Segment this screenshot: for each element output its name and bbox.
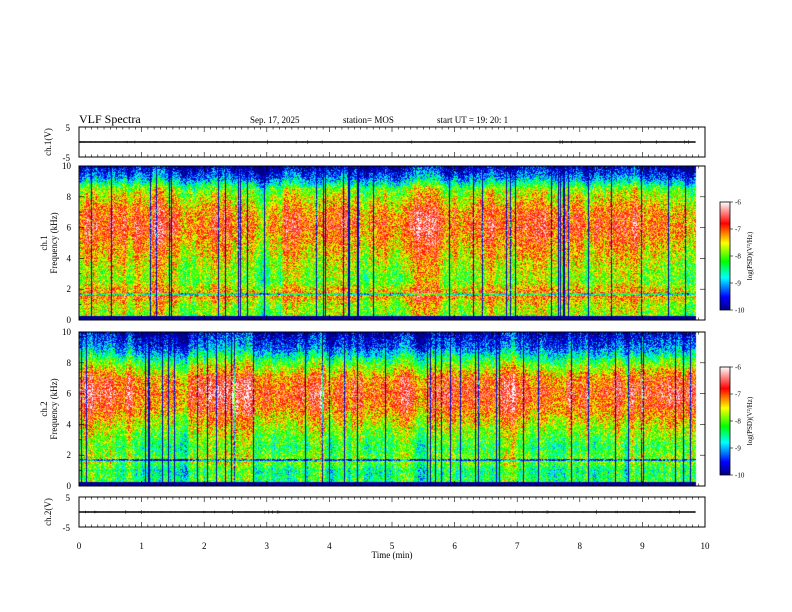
- waveform-panel-ch2: 5 -5 ch.2(V): [43, 493, 706, 533]
- x-axis-tick-label: 3: [265, 541, 270, 551]
- x-axis-label: Time (min): [372, 550, 413, 560]
- colorbar-ch2-gradient: [719, 366, 731, 476]
- spectrogram-ch1-image: [79, 166, 705, 320]
- colorbar-ch1-gradient: [719, 201, 731, 311]
- spectrogram-ch1-ytick-label: 4: [67, 253, 72, 263]
- station-label: station= MOS: [343, 115, 394, 125]
- colorbar-ch1-tick-label: -10: [735, 307, 745, 315]
- x-axis-tick-label: 5: [390, 541, 395, 551]
- x-axis-tick-label: 2: [202, 541, 207, 551]
- waveform-ch1-ylabel: ch.1(V): [43, 128, 53, 156]
- colorbar-ch2-tick-label: -9: [735, 445, 741, 453]
- date-label: Sep. 17, 2025: [250, 115, 300, 125]
- x-axis-tick-label: 7: [515, 541, 520, 551]
- start-time-label: start UT = 19: 20: 1: [437, 115, 508, 125]
- colorbar-ch1-label: log(PSD)(V²/Hz): [746, 231, 754, 280]
- colorbar-ch1-tick-label: -7: [735, 226, 741, 234]
- waveform-ch2-ytick-bottom: -5: [63, 523, 71, 533]
- spectrogram-ch2-image: [79, 332, 705, 486]
- spectrogram-panel-ch2: 0 2 4 6 8 10 ch.2 Frequency (kHz): [39, 327, 706, 491]
- waveform-ch2-trace: [78, 509, 696, 515]
- waveform-panel-ch1: 5 -5 ch.1(V): [43, 123, 706, 163]
- x-axis-tick-label: 1: [139, 541, 144, 551]
- spectrogram-ch2-ylabel-channel: ch.2: [39, 401, 49, 416]
- x-axis-tick-label: 0: [77, 541, 82, 551]
- spectrogram-ch1-ytick-label: 2: [67, 284, 72, 294]
- spectrogram-ch2-ytick-label: 10: [62, 327, 72, 337]
- spectrogram-ch2-ytick-label: 0: [67, 481, 72, 491]
- figure-title: VLF Spectra: [79, 112, 141, 126]
- x-axis-tick-label: 10: [701, 541, 711, 551]
- x-axis-tick-labels: 0 1 2 3 4 5 6 7 8 9 10: [77, 541, 710, 551]
- waveform-noise: [78, 509, 696, 515]
- spectrogram-ch1-ylabel-channel: ch.1: [39, 235, 49, 250]
- waveform-ch2-ylabel: ch.2(V): [43, 498, 53, 526]
- waveform-ch1-ytick-top: 5: [66, 123, 71, 133]
- colorbar-ch2-label: log(PSD)(V²/Hz): [746, 396, 754, 445]
- spectrogram-ch2-ytick-label: 8: [67, 358, 72, 368]
- colorbar-ch2-tick-label: -8: [735, 418, 741, 426]
- spectrogram-ch1-ylabel-frequency: Frequency (kHz): [49, 212, 59, 273]
- spectrogram-ch2-ytick-label: 2: [67, 450, 72, 460]
- waveform-ch2-ytick-top: 5: [66, 493, 71, 503]
- waveform-ch1-trace: [78, 139, 696, 145]
- waveform-noise: [78, 139, 695, 145]
- spectrogram-ch1-ytick-label: 0: [67, 315, 72, 325]
- spectrogram-ch2-ylabel-frequency: Frequency (kHz): [49, 378, 59, 439]
- spectrogram-ch1-ytick-label: 10: [62, 161, 72, 171]
- colorbar-ch2: -6 -7 -8 -9 -10 log(PSD)(V²/Hz): [719, 364, 754, 480]
- colorbar-ch2-tick-label: -10: [735, 472, 745, 480]
- colorbar-ch1-tick-label: -8: [735, 253, 741, 261]
- colorbar-ch1: -6 -7 -8 -9 -10 log(PSD)(V²/Hz): [719, 199, 754, 315]
- colorbar-ch2-tick-label: -7: [735, 391, 741, 399]
- spectrogram-ch2-ytick-label: 4: [67, 419, 72, 429]
- spectrogram-ch1-ytick-label: 8: [67, 192, 72, 202]
- colorbar-ch2-tick-label: -6: [735, 364, 741, 372]
- x-axis-tick-label: 6: [452, 541, 457, 551]
- x-axis-tick-label: 8: [578, 541, 583, 551]
- x-axis-tick-label: 9: [640, 541, 645, 551]
- colorbar-ch1-tick-label: -9: [735, 280, 741, 288]
- x-axis-tick-label: 4: [327, 541, 332, 551]
- colorbar-ch1-tick-label: -6: [735, 199, 741, 207]
- waveform-ch1-ytick-bottom: -5: [63, 153, 71, 163]
- spectrogram-ch2-ytick-label: 6: [67, 389, 72, 399]
- spectrogram-panel-ch1: 0 2 4 6 8 10 ch.1 Frequency (kHz): [39, 161, 706, 325]
- spectrogram-ch1-ytick-label: 6: [67, 223, 72, 233]
